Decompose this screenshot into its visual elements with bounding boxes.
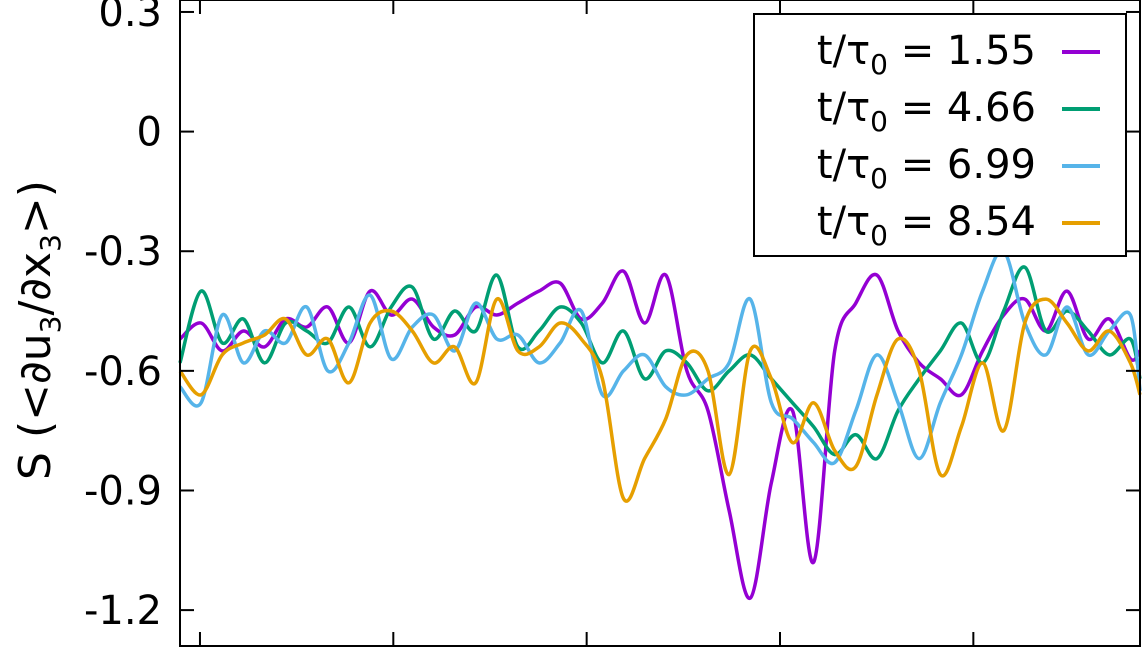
legend-label: t/τ0 = 6.99 bbox=[817, 142, 1036, 195]
y-tick-label: -1.2 bbox=[84, 588, 162, 634]
y-tick-label: 0.3 bbox=[98, 0, 162, 36]
y-tick-label: -0.6 bbox=[84, 349, 162, 395]
legend-box bbox=[753, 13, 1127, 257]
legend-entries: t/τ0 = 1.55t/τ0 = 4.66t/τ0 = 6.99t/τ0 = … bbox=[817, 28, 1100, 252]
y-tick-label: 0 bbox=[137, 110, 162, 156]
y-axis-label: S (<∂u3/∂x3>) bbox=[10, 180, 67, 480]
legend-label: t/τ0 = 4.66 bbox=[817, 85, 1036, 138]
plot-lines bbox=[178, 248, 1142, 600]
series-line-4 bbox=[178, 297, 1142, 503]
series-line-3 bbox=[178, 248, 1142, 466]
y-tick-label: -0.3 bbox=[84, 229, 162, 275]
plot-frame bbox=[179, 0, 1141, 647]
legend-label: t/τ0 = 8.54 bbox=[817, 199, 1036, 252]
series-line-2 bbox=[178, 265, 1142, 461]
axis-ticks bbox=[180, 0, 1140, 646]
legend: t/τ0 = 1.55t/τ0 = 4.66t/τ0 = 6.99t/τ0 = … bbox=[753, 13, 1127, 257]
legend-label: t/τ0 = 1.55 bbox=[817, 28, 1036, 81]
y-tick-label: -0.9 bbox=[84, 468, 162, 514]
y-tick-labels: 0.3 0 -0.3 -0.6 -0.9 -1.2 bbox=[84, 0, 162, 634]
